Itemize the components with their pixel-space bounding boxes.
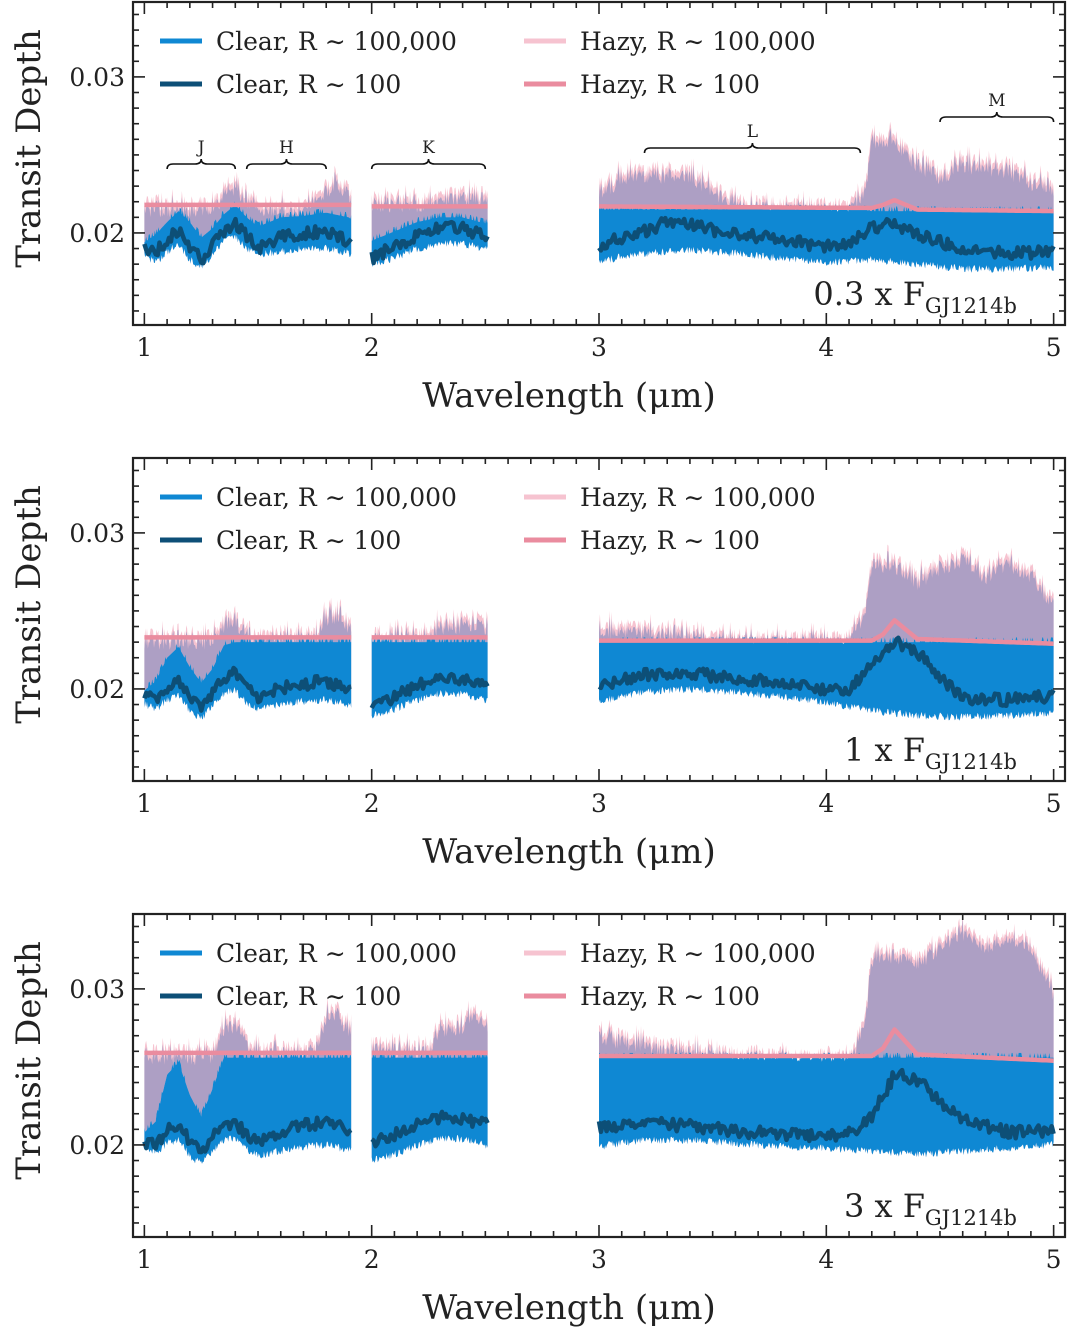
panel-bottom: 1 2 3 4 5 0.02 0.03 Wavelength (μm) Transit Dept…	[9, 912, 1067, 1328]
y-tick-label: 0.03	[69, 975, 125, 1004]
x-tick-label: 1	[136, 789, 152, 818]
x-tick-label: 5	[1046, 333, 1062, 362]
x-tick-label: 3	[591, 789, 607, 818]
flux-label: 3 x FGJ1214b	[844, 1187, 1017, 1230]
legend-label-hazy-hr: Hazy, R ∼ 100,000	[580, 939, 816, 968]
clear-hr-band	[599, 1052, 1054, 1158]
x-tick-label: 3	[591, 333, 607, 362]
overlap-band	[144, 1003, 352, 1132]
overlap-band	[371, 185, 488, 241]
x-tick-label: 4	[818, 789, 834, 818]
clear-lr-line	[142, 216, 353, 266]
overlap-band	[599, 127, 1054, 212]
legend: Clear, R ∼ 100,000 Clear, R ∼ 100 Hazy, R …	[160, 939, 816, 1011]
band-brace-k	[370, 158, 487, 170]
y-tick-label: 0.03	[69, 63, 125, 92]
panel-middle: 1 2 3 4 5 0.02 0.03 Wavelength (μm) Transit Dept…	[9, 456, 1067, 872]
x-tick-label: 2	[364, 789, 380, 818]
clear-lr-line	[142, 1115, 353, 1155]
x-axis-label: Wavelength (μm)	[422, 832, 715, 872]
clear-lr-line	[369, 671, 490, 710]
flux-label: 0.3 x FGJ1214b	[813, 275, 1017, 318]
overlap-band	[599, 917, 1054, 1058]
legend-label-clear-hr: Clear, R ∼ 100,000	[216, 483, 457, 512]
x-tick-label: 5	[1046, 1245, 1062, 1274]
flux-label: 1 x FGJ1214b	[844, 731, 1017, 774]
clear-hr-band	[599, 204, 1054, 273]
legend-label-hazy-lr: Hazy, R ∼ 100	[580, 982, 760, 1011]
clear-lr-line	[596, 1067, 1056, 1144]
panels: 1 2 3 4 5 0.02 0.03 Wavelength (μm) Transit Dept…	[9, 0, 1067, 1328]
hazy-lr-line	[598, 618, 1054, 646]
clear-lr-line	[597, 635, 1056, 709]
y-tick-label: 0.03	[69, 519, 125, 548]
y-tick-label: 0.02	[69, 219, 125, 248]
x-tick-label: 3	[591, 1245, 607, 1274]
band-label-m: M	[988, 91, 1005, 111]
clear-lr-line	[142, 665, 352, 713]
legend-label-clear-hr: Clear, R ∼ 100,000	[216, 939, 457, 968]
legend-label-clear-hr: Clear, R ∼ 100,000	[216, 27, 457, 56]
band-label-k: K	[422, 138, 435, 158]
x-tick-label: 2	[364, 1245, 380, 1274]
x-tick-label: 4	[818, 1245, 834, 1274]
band-brace-h	[245, 158, 328, 170]
band-label-l: L	[747, 122, 758, 142]
legend-label-hazy-lr: Hazy, R ∼ 100	[580, 70, 760, 99]
legend-label-clear-lr: Clear, R ∼ 100	[216, 70, 401, 99]
x-tick-label: 2	[364, 333, 380, 362]
plot-area	[142, 914, 1056, 1164]
hazy-lr-line	[598, 1027, 1054, 1063]
band-label-j: J	[196, 138, 205, 158]
x-tick-label: 1	[136, 1245, 152, 1274]
plot-area	[142, 544, 1056, 721]
overlap-band	[144, 604, 352, 691]
clear-hr-band	[144, 1052, 352, 1164]
legend-label-hazy-lr: Hazy, R ∼ 100	[580, 526, 760, 555]
legend-label-clear-lr: Clear, R ∼ 100	[216, 526, 401, 555]
legend: Clear, R ∼ 100,000 Clear, R ∼ 100 Hazy, R …	[160, 27, 816, 99]
y-axis-label: Transit Depth	[9, 29, 49, 268]
overlap-band	[371, 1006, 488, 1058]
y-tick-label: 0.02	[69, 1131, 125, 1160]
x-tick-label: 5	[1046, 789, 1062, 818]
legend-label-hazy-hr: Hazy, R ∼ 100,000	[580, 483, 816, 512]
x-axis-label: Wavelength (μm)	[422, 376, 715, 416]
y-tick-label: 0.02	[69, 675, 125, 704]
x-tick-label: 1	[136, 333, 152, 362]
clear-lr-line	[369, 219, 490, 266]
y-axis-label: Transit Depth	[9, 485, 49, 724]
y-axis-label: Transit Depth	[9, 941, 49, 1180]
band-brace-j	[166, 158, 237, 170]
panel-top: 1 2 3 4 5 0.02 0.03 Wavelength (μm) Transit Dept…	[9, 0, 1067, 416]
clear-hr-band	[371, 1052, 488, 1163]
hazy-lr-line	[598, 197, 1054, 214]
band-brace-m	[939, 111, 1055, 123]
clear-hr-band	[599, 637, 1054, 721]
x-axis-label: Wavelength (μm)	[422, 1288, 715, 1328]
legend-label-clear-lr: Clear, R ∼ 100	[216, 982, 401, 1011]
plot-area	[142, 121, 1056, 273]
legend-label-hazy-hr: Hazy, R ∼ 100,000	[580, 27, 816, 56]
clear-hr-band	[371, 637, 488, 719]
band-label-h: H	[279, 138, 294, 158]
clear-lr-line	[370, 1109, 490, 1149]
legend: Clear, R ∼ 100,000 Clear, R ∼ 100 Hazy, R …	[160, 483, 816, 555]
x-tick-label: 4	[818, 333, 834, 362]
overlap-band	[599, 550, 1054, 643]
band-brace-l	[643, 142, 862, 154]
clear-lr-line	[597, 215, 1056, 262]
